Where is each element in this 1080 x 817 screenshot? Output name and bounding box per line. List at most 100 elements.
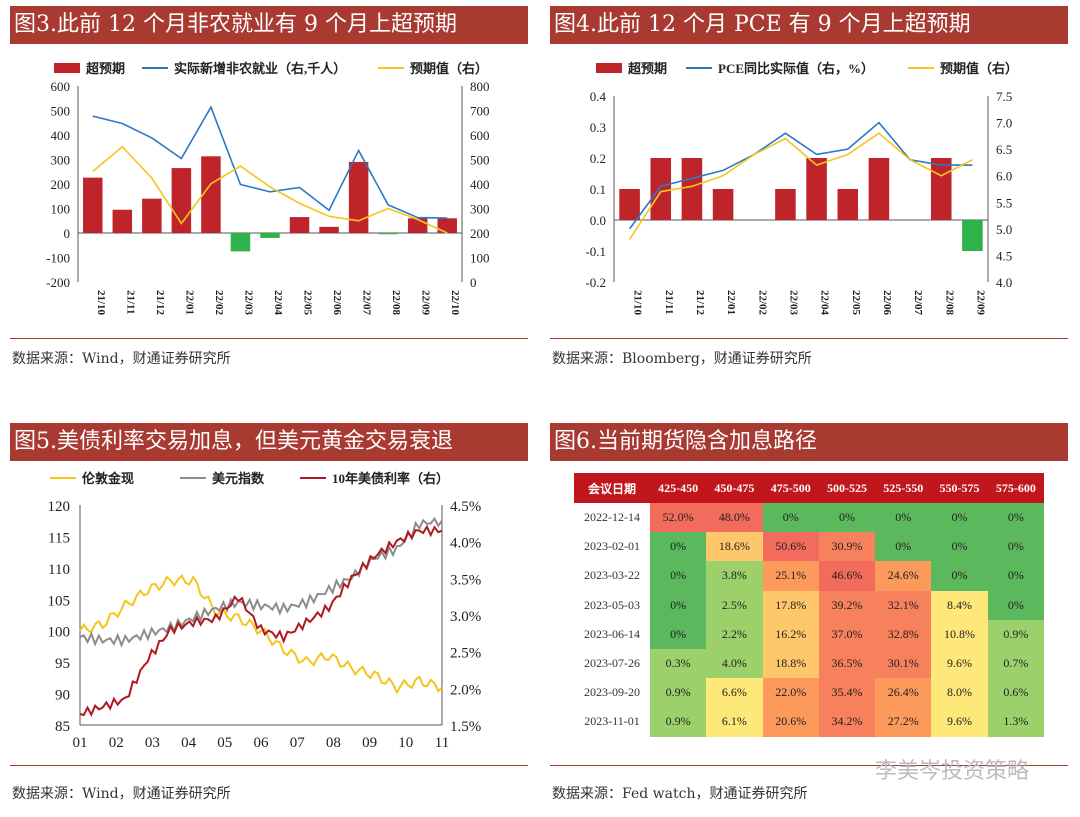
x-tick-label: 05 <box>217 735 232 751</box>
table-row: 2023-09-20 0.9% 6.6% 22.0% 35.4% 26.4% 8.0% 0.6… <box>574 678 1044 708</box>
cell-probability: 32.1% <box>875 590 932 620</box>
x-tick-label: 04 <box>181 735 197 751</box>
fig5-chart: 伦敦金现 美元指数 10年美债利率（右）8590951001051101151201… <box>48 471 482 751</box>
y-tick-right: 300 <box>470 202 490 217</box>
cell-probability: 24.6% <box>875 561 932 591</box>
column-header-range: 475-500 <box>762 473 819 503</box>
series-line-0 <box>79 574 443 695</box>
y-tick-left: 200 <box>51 177 71 192</box>
series-line-2 <box>79 524 443 718</box>
bar <box>407 218 428 233</box>
cell-probability: 22.0% <box>762 678 819 708</box>
bar <box>230 233 251 252</box>
y-tick-right: 2.5% <box>450 646 481 662</box>
x-tick-label: 22/05 <box>850 290 862 316</box>
y-tick-left: 95 <box>55 656 70 672</box>
y-tick-right: 200 <box>470 226 490 241</box>
cell-probability: 6.6% <box>706 678 763 708</box>
y-tick-right: 4.0 <box>996 275 1012 290</box>
cell-probability: 0% <box>650 619 707 649</box>
series-line-1 <box>79 516 443 648</box>
panel-fig5: 图5.美债利率交易加息，但美元黄金交易衰退 伦敦金现 美元指数 10年美债利率（右）… <box>10 423 528 813</box>
cell-probability: 0.7% <box>987 648 1044 679</box>
bar <box>712 189 734 220</box>
cell-probability: 0% <box>650 561 707 591</box>
cell-probability: 30.9% <box>818 532 876 562</box>
bar <box>201 156 221 233</box>
cell-probability: 27.2% <box>875 707 932 737</box>
cell-probability: 30.1% <box>875 648 932 679</box>
series-line-2 <box>628 132 973 240</box>
x-tick-label: 07 <box>290 735 306 751</box>
cell-date: 2023-06-14 <box>574 619 650 649</box>
x-tick-label: 22/06 <box>331 290 343 316</box>
cell-probability: 0.9% <box>650 678 707 708</box>
column-header-range: 425-450 <box>650 473 707 503</box>
cell-probability: 9.6% <box>931 648 988 679</box>
cell-probability: 0% <box>987 532 1044 562</box>
bar <box>112 209 133 233</box>
cell-probability: 0% <box>650 532 707 562</box>
y-tick-left: 0.3 <box>590 120 606 135</box>
table-row: 2023-05-03 0% 2.5% 17.8% 39.2% 32.1% 8.4% 0% <box>574 590 1044 620</box>
y-tick-right: 4.5% <box>450 499 481 515</box>
cell-probability: 0% <box>931 532 988 562</box>
bar <box>83 177 103 233</box>
x-tick-label: 22/02 <box>213 290 225 316</box>
cell-probability: 32.8% <box>875 619 932 649</box>
y-tick-left: 0.2 <box>590 151 606 166</box>
x-tick-label: 22/07 <box>912 290 924 316</box>
fig4-rule <box>550 338 1068 339</box>
cell-probability: 48.0% <box>706 503 763 533</box>
cell-probability: 37.0% <box>818 619 876 649</box>
legend-label-0: 超预期 <box>628 61 667 76</box>
cell-probability: 4.0% <box>706 648 763 679</box>
cell-date: 2023-11-01 <box>574 707 650 737</box>
cell-probability: 1.3% <box>987 707 1044 737</box>
legend-label-0: 超预期 <box>86 61 125 76</box>
fig5-rule <box>10 765 528 766</box>
y-tick-left: -0.2 <box>585 275 606 290</box>
series-line-1 <box>92 105 448 219</box>
cell-probability: 0% <box>875 503 932 533</box>
bar <box>378 233 398 235</box>
x-tick-label: 22/08 <box>390 290 402 316</box>
fig3-rule <box>10 338 528 339</box>
legend-label-2: 预期值（右） <box>410 61 488 76</box>
y-tick-right: 100 <box>470 251 490 266</box>
y-tick-left: 600 <box>51 79 71 94</box>
cell-probability: 0% <box>818 503 876 533</box>
panel-fig4: 图4.此前 12 个月 PCE 有 9 个月上超预期 超预期 PCE同比实际值（右… <box>550 6 1068 376</box>
bar <box>319 226 339 233</box>
bar <box>619 189 640 220</box>
cell-probability: 20.6% <box>762 707 819 737</box>
fig3-title: 图3.此前 12 个月非农就业有 9 个月上超预期 <box>10 6 528 44</box>
y-tick-right: 6.5 <box>996 142 1012 157</box>
x-tick-label: 21/12 <box>694 290 706 316</box>
cell-probability: 50.6% <box>762 532 819 562</box>
column-header-range: 575-600 <box>987 473 1044 503</box>
bar <box>962 220 983 251</box>
y-tick-left: 110 <box>48 562 70 578</box>
cell-probability: 0% <box>931 561 988 591</box>
y-tick-right: 5.0 <box>996 222 1012 237</box>
cell-probability: 16.2% <box>762 619 819 649</box>
cell-probability: 3.8% <box>706 561 763 591</box>
fig6-rule <box>550 765 1068 766</box>
x-tick-label: 11 <box>435 735 449 751</box>
y-tick-right: 7.5 <box>996 89 1012 104</box>
cell-probability: 8.0% <box>931 678 988 708</box>
x-tick-label: 22/04 <box>819 290 831 316</box>
series-line-1 <box>628 121 973 230</box>
fig4-source: 数据来源：Bloomberg，财通证券研究所 <box>552 351 812 367</box>
x-tick-label: 22/05 <box>302 290 314 316</box>
bar <box>437 218 457 233</box>
x-tick-label: 22/10 <box>449 290 461 316</box>
y-tick-left: 90 <box>55 688 70 704</box>
y-tick-right: 5.5 <box>996 195 1012 210</box>
cell-probability: 0% <box>931 503 988 533</box>
y-tick-right: 2.0% <box>450 682 481 698</box>
cell-probability: 26.4% <box>875 678 932 708</box>
fig5-title: 图5.美债利率交易加息，但美元黄金交易衰退 <box>10 423 528 461</box>
bar <box>142 198 162 233</box>
